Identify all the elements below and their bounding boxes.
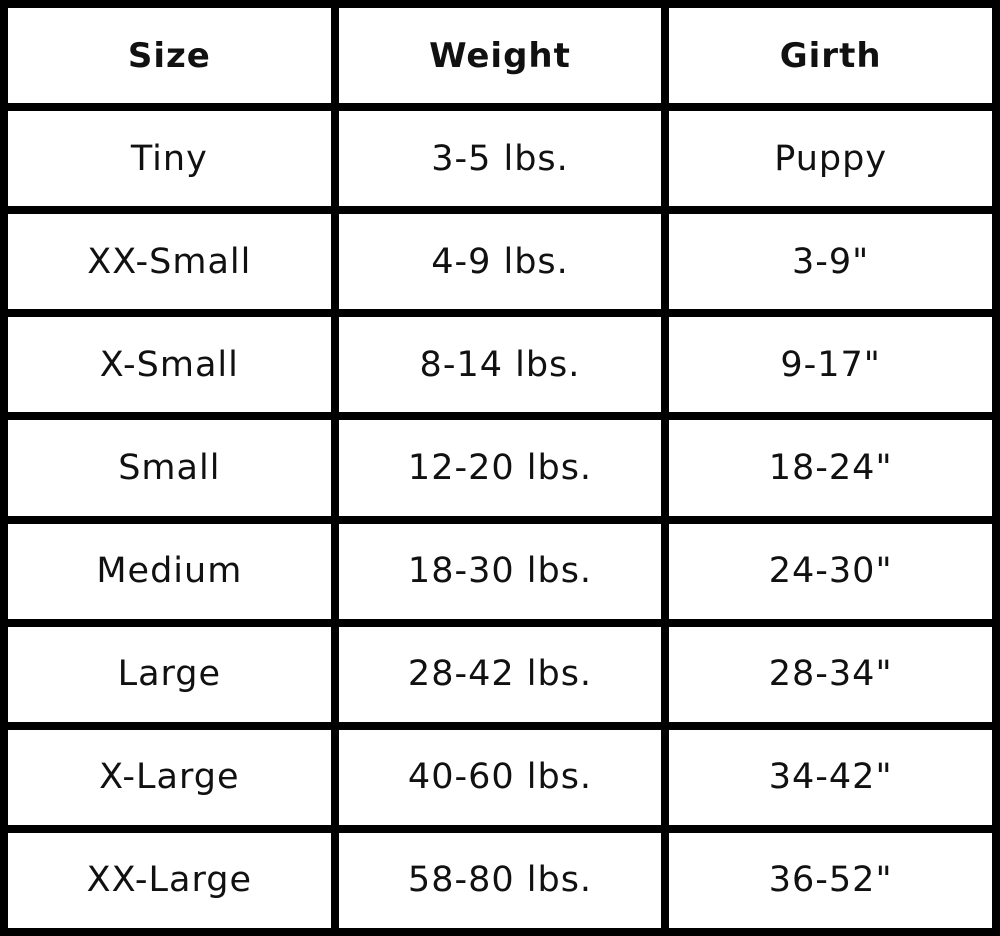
size-cell: X-Small [8, 317, 331, 413]
weight-cell: 58-80 lbs. [338, 832, 662, 928]
girth-cell: 9-17" [669, 317, 992, 413]
header-size: Size [8, 8, 331, 104]
weight-cell: 3-5 lbs. [338, 111, 662, 207]
size-cell: Medium [8, 523, 331, 619]
size-cell: XX-Large [8, 832, 331, 928]
weight-cell: 28-42 lbs. [338, 626, 662, 722]
girth-cell: 34-42" [669, 729, 992, 825]
size-cell: X-Large [8, 729, 331, 825]
girth-cell: 3-9" [669, 214, 992, 310]
size-cell: Large [8, 626, 331, 722]
header-girth: Girth [669, 8, 992, 104]
weight-cell: 40-60 lbs. [338, 729, 662, 825]
weight-cell: 4-9 lbs. [338, 214, 662, 310]
size-cell: Tiny [8, 111, 331, 207]
weight-cell: 12-20 lbs. [338, 420, 662, 516]
size-cell: XX-Small [8, 214, 331, 310]
girth-cell: 28-34" [669, 626, 992, 722]
girth-cell: 36-52" [669, 832, 992, 928]
girth-cell: Puppy [669, 111, 992, 207]
weight-cell: 8-14 lbs. [338, 317, 662, 413]
girth-cell: 18-24" [669, 420, 992, 516]
size-cell: Small [8, 420, 331, 516]
header-weight: Weight [338, 8, 662, 104]
girth-cell: 24-30" [669, 523, 992, 619]
weight-cell: 18-30 lbs. [338, 523, 662, 619]
